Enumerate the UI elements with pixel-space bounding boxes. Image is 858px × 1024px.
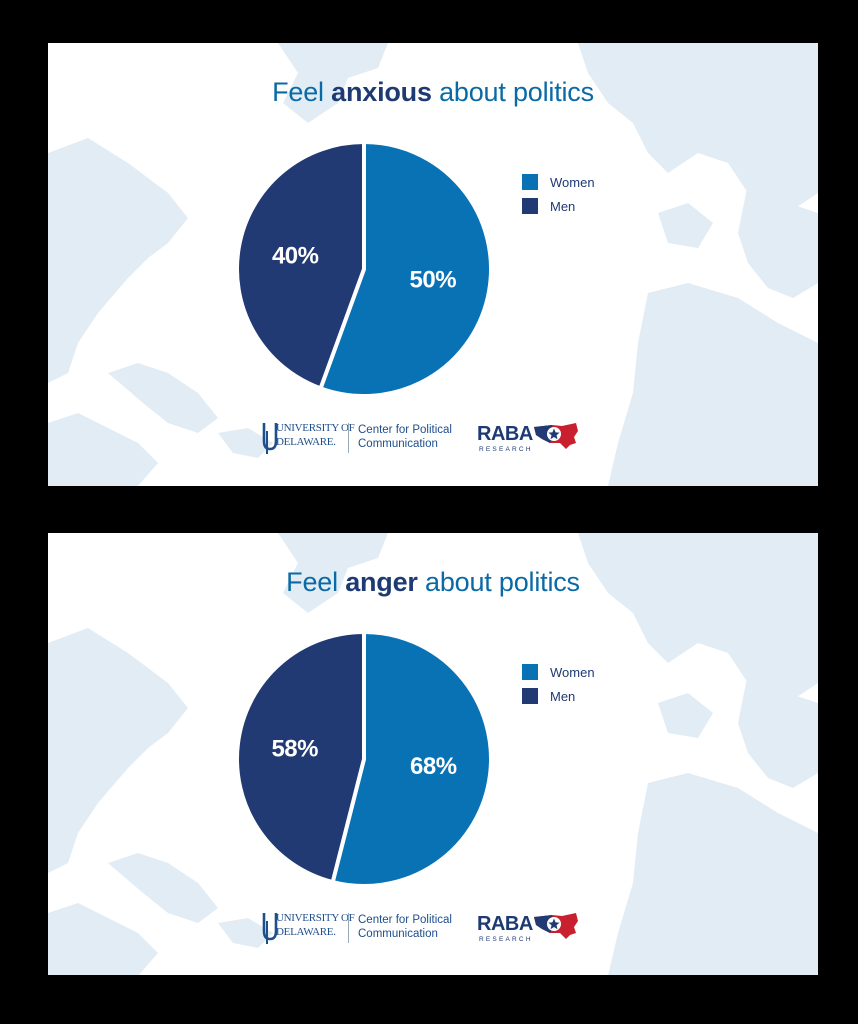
chart-legend: Women Men [522,660,595,708]
raba-subtext: RESEARCH [479,936,533,943]
chart-title: Feel anxious about politics [48,77,818,108]
pie-chart: 68% 58% [235,629,493,888]
footer-logos: UNIVERSITY OF DELAWARE. Center for Polit… [262,419,592,459]
us-map-star-icon [534,913,578,939]
legend-label-men: Men [550,198,576,214]
university-of-delaware-logo: UNIVERSITY OF DELAWARE. [262,911,355,945]
logo-divider [348,423,349,453]
pie-slice-men [235,629,366,885]
legend-swatch-women [522,664,538,680]
ud-logo-line1: UNIVERSITY OF [276,422,355,434]
university-of-delaware-logo: UNIVERSITY OF DELAWARE. [262,421,355,455]
legend-label-women: Women [550,174,595,190]
chart-panel-anger: Feel anger about politics 68% 58% Women M… [48,533,818,975]
raba-wordmark: RABA [477,913,533,935]
footer-logos: UNIVERSITY OF DELAWARE. Center for Polit… [262,909,592,949]
pie-slice-women [317,139,493,398]
legend-label-men: Men [550,688,576,704]
ud-monogram-icon [262,913,278,944]
title-suffix: about politics [425,567,580,597]
center-political-communication: Center for Political Communication [358,913,468,941]
cpc-line2: Communication [358,438,438,450]
legend-item-men: Men [522,684,595,708]
ud-logo-line2: DELAWARE. [276,436,336,448]
background-map [48,533,818,975]
legend-item-women: Women [522,660,595,684]
cpc-line1: Center for Political [358,424,452,436]
raba-research-logo: RABA RESEARCH [477,421,597,457]
legend-item-men: Men [522,194,595,218]
title-prefix: Feel [286,567,338,597]
cpc-line1: Center for Political [358,914,452,926]
chart-panel-anxious: Feel anxious about politics 50% 40% Women… [48,43,818,486]
pie-label-women: 68% [410,753,457,780]
background-map [48,43,818,486]
us-map-star-icon [534,423,578,449]
title-prefix: Feel [272,77,324,107]
ud-logo-line2: DELAWARE. [276,926,336,938]
legend-swatch-women [522,174,538,190]
ud-monogram-icon [262,423,278,454]
pie-slice-women [330,629,493,888]
logo-divider [348,913,349,943]
legend-label-women: Women [550,664,595,680]
raba-research-logo: RABA RESEARCH [477,911,597,947]
pie-label-women: 50% [410,266,457,293]
ud-logo-line1: UNIVERSITY OF [276,912,355,924]
pie-label-men: 40% [272,242,319,269]
center-political-communication: Center for Political Communication [358,423,468,451]
chart-title: Feel anger about politics [48,567,818,598]
cpc-line2: Communication [358,928,438,940]
legend-swatch-men [522,198,538,214]
chart-legend: Women Men [522,170,595,218]
legend-swatch-men [522,688,538,704]
raba-wordmark: RABA [477,423,533,445]
raba-subtext: RESEARCH [479,446,533,453]
title-emphasis: anger [345,567,418,597]
title-suffix: about politics [439,77,594,107]
pie-label-men: 58% [271,736,318,763]
legend-item-women: Women [522,170,595,194]
pie-chart: 50% 40% [235,139,493,398]
pie-slice-men [235,139,366,391]
title-emphasis: anxious [331,77,432,107]
